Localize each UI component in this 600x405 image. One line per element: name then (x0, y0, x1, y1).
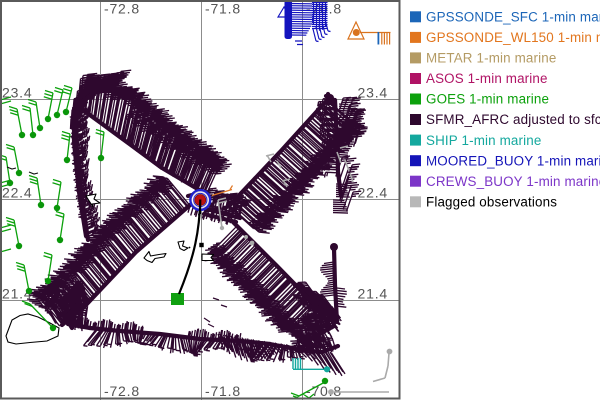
svg-text:23.4: 23.4 (2, 85, 32, 101)
svg-text:GPSSONDE_SFC 1-min marine: GPSSONDE_SFC 1-min marine (426, 10, 600, 25)
svg-text:GPSSONDE_WL150 1-min marine: GPSSONDE_WL150 1-min marine (426, 30, 600, 45)
svg-text:-72.8: -72.8 (104, 383, 140, 399)
svg-text:GOES 1-min marine: GOES 1-min marine (426, 92, 549, 107)
svg-text:22.4: 22.4 (358, 185, 388, 201)
svg-text:-71.8: -71.8 (205, 1, 241, 17)
svg-text:-71.8: -71.8 (205, 383, 241, 399)
svg-text:CREWS_BUOY 1-min marine: CREWS_BUOY 1-min marine (426, 174, 600, 189)
svg-text:MOORED_BUOY 1-min marine: MOORED_BUOY 1-min marine (426, 153, 600, 168)
svg-text:SFMR_AFRC adjusted to sfc: SFMR_AFRC adjusted to sfc (426, 112, 600, 127)
svg-text:SHIP 1-min marine: SHIP 1-min marine (426, 133, 541, 148)
svg-text:ASOS 1-min marine: ASOS 1-min marine (426, 71, 548, 86)
svg-text:METAR 1-min marine: METAR 1-min marine (426, 51, 556, 66)
svg-text:21.4: 21.4 (2, 286, 32, 302)
svg-text:-72.8: -72.8 (104, 1, 140, 17)
svg-text:23.4: 23.4 (358, 85, 388, 101)
svg-text:22.4: 22.4 (2, 185, 32, 201)
svg-text:Flagged observations: Flagged observations (426, 195, 557, 210)
svg-text:21.4: 21.4 (358, 286, 388, 302)
